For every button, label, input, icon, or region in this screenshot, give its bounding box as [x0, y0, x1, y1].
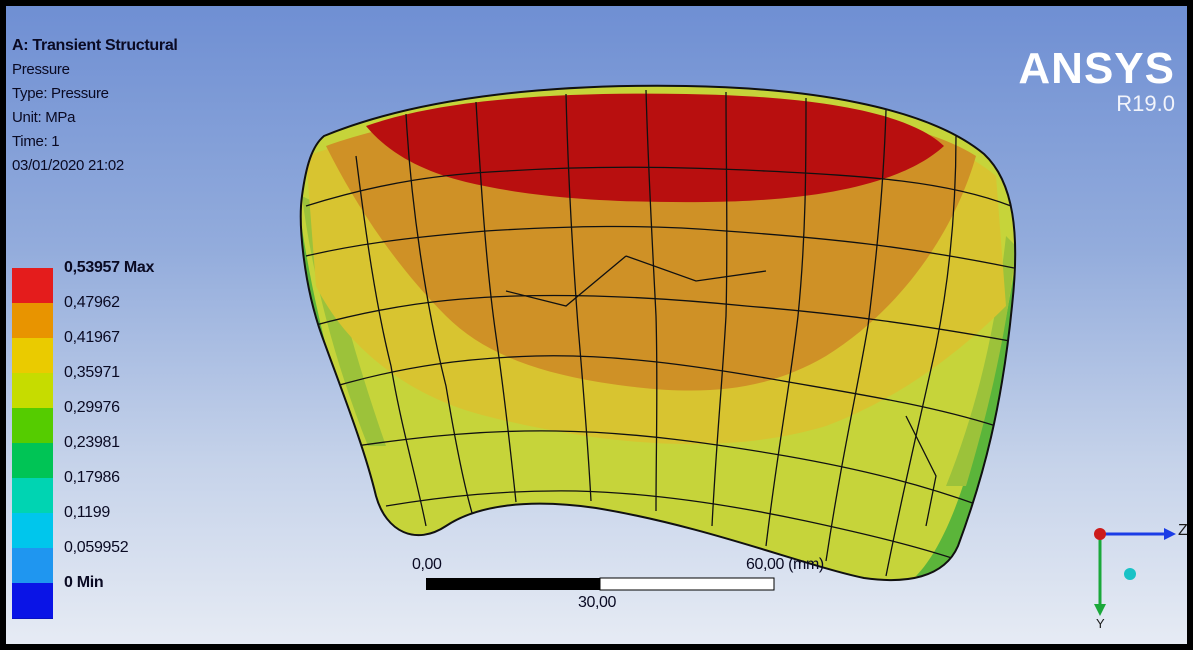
- brand-version: R19.0: [1116, 91, 1175, 116]
- legend-value-label: 0,059952: [64, 539, 129, 556]
- brand-name: ANSYS: [1018, 44, 1175, 93]
- legend-swatch: [12, 268, 53, 304]
- ansys-logo: ANSYS R19.0: [1018, 46, 1175, 116]
- triad-y-label: Y: [1096, 616, 1105, 631]
- legend-value-label: 0,53957 Max: [64, 259, 155, 276]
- scale-bar-left-label: 0,00: [412, 556, 442, 573]
- legend-swatch: [12, 548, 53, 584]
- result-type: Type: Pressure: [12, 85, 109, 102]
- scale-bar-middle-label: 30,00: [578, 594, 617, 611]
- result-time: Time: 1: [12, 133, 60, 150]
- graphics-viewport[interactable]: A: Transient Structural Pressure Type: P…: [6, 6, 1187, 644]
- legend-swatch: [12, 443, 53, 479]
- triad-z-label: Z: [1178, 522, 1187, 539]
- legend-swatch: [12, 478, 53, 514]
- legend-swatch: [12, 583, 53, 619]
- legend-value-label: 0,35971: [64, 364, 120, 381]
- result-info-panel: A: Transient Structural Pressure Type: P…: [12, 34, 178, 178]
- legend-swatch: [12, 338, 53, 374]
- scale-bar-right-label: 60,00 (mm): [746, 556, 824, 573]
- legend-value-label: 0,1199: [64, 504, 110, 521]
- legend-value-label: 0,29976: [64, 399, 120, 416]
- legend-swatch: [12, 408, 53, 444]
- legend-value-label: 0,41967: [64, 329, 120, 346]
- legend-value-label: 0,47962: [64, 294, 120, 311]
- legend-value-label: 0,23981: [64, 434, 120, 451]
- legend-value-label: 0,17986: [64, 469, 120, 486]
- legend-swatch: [12, 373, 53, 409]
- model-contour-plot[interactable]: [6, 6, 1187, 644]
- analysis-title: A: Transient Structural: [12, 37, 178, 54]
- legend-value-label: 0 Min: [64, 574, 104, 591]
- result-unit: Unit: MPa: [12, 109, 76, 126]
- result-name: Pressure: [12, 61, 70, 78]
- legend-swatch: [12, 303, 53, 339]
- result-timestamp: 03/01/2020 21:02: [12, 157, 124, 174]
- legend-swatch: [12, 513, 53, 549]
